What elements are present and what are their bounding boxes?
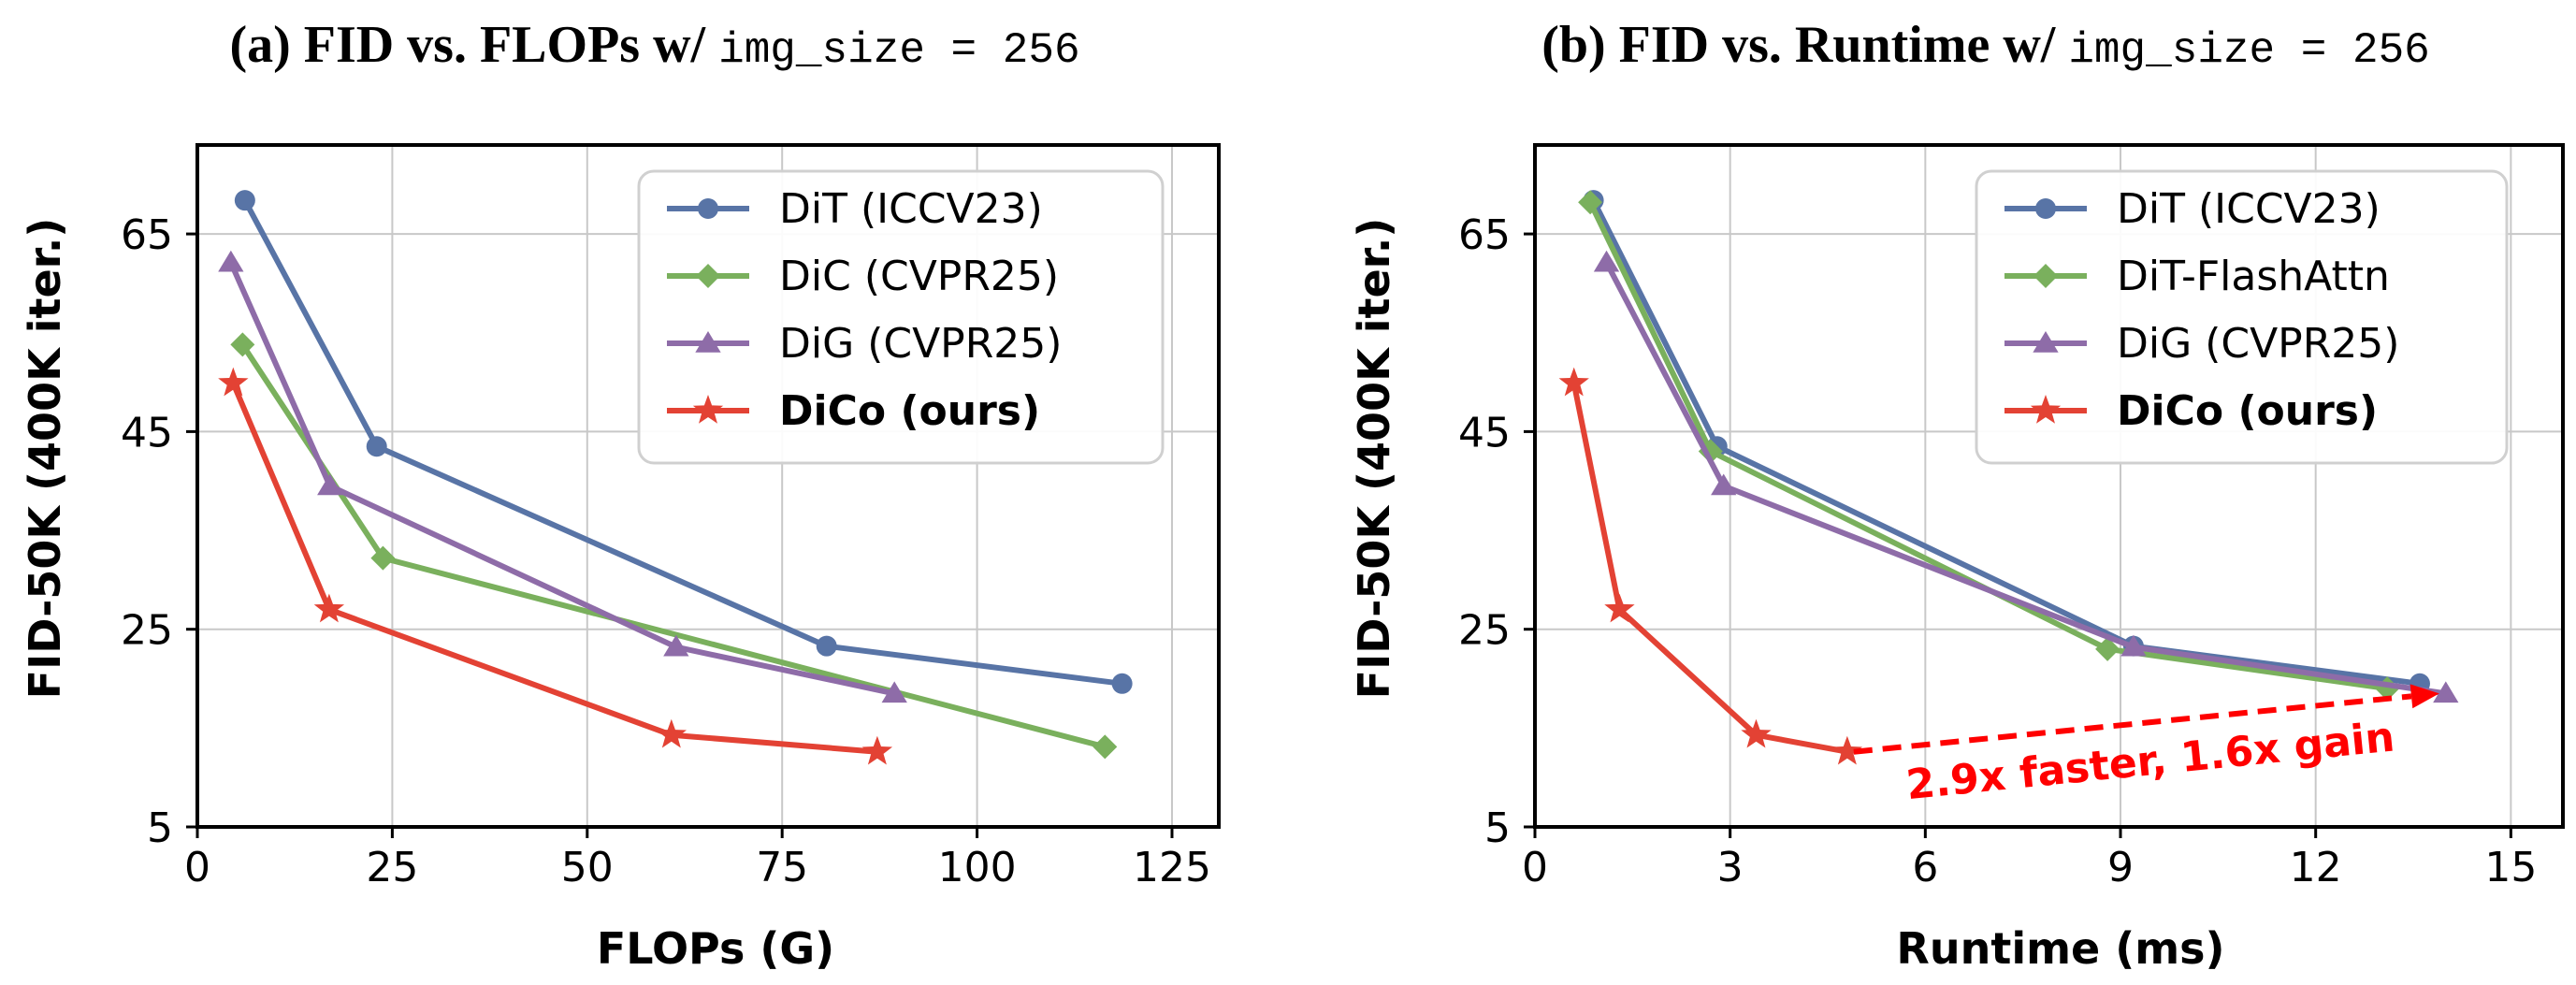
panel-a-ylabel: FID-50K (400K iter.) xyxy=(20,218,70,700)
panel-a-xtick-label-2: 50 xyxy=(561,844,614,891)
panel-b-xtick-label-2: 6 xyxy=(1912,844,1938,891)
panel-a-legend-label-0: DiT (ICCV23) xyxy=(779,185,1043,233)
panel-a-frame xyxy=(195,143,1221,829)
panel-b-series-3-point-3 xyxy=(1831,735,1863,765)
panel-a-title: (a) FID vs. FLOPs w/ img_size = 256 xyxy=(229,16,1079,75)
panel-a-legend-marker-0 xyxy=(698,198,718,219)
panel-a-legend-marker-2 xyxy=(695,331,721,353)
panel-b-xlabel: Runtime (ms) xyxy=(1896,923,2224,974)
panel-b-series-2-point-3 xyxy=(2433,681,2459,703)
panel-b-series-3-point-0 xyxy=(1558,367,1589,397)
panel-a-series-1-point-2 xyxy=(1093,734,1118,760)
panel-a-series-0-line xyxy=(241,197,1125,687)
panel-b-series-1-point-2 xyxy=(2095,636,2120,661)
panel-b-series-0-line xyxy=(1590,197,2423,687)
panel-a-series-3-point-1 xyxy=(313,593,345,623)
panel-a-series-1-point-1 xyxy=(370,545,396,571)
panel-b-series-2-point-0 xyxy=(1593,250,1620,272)
panel-a-legend-label-1: DiC (CVPR25) xyxy=(779,253,1059,300)
panel-a-legend-label-2: DiG (CVPR25) xyxy=(779,320,1062,368)
panel-b-legend-marker-1 xyxy=(2033,264,2058,288)
panel-a-series-3-point-3 xyxy=(861,735,893,765)
panel-a-series-2-point-0 xyxy=(218,250,244,272)
panel-b-chart: 0 3 6 9 12 15 5 25 45 65 2.9x faster, 1.6x gain DiT… xyxy=(1458,143,2565,891)
panel-a-xlabel: FLOPs (G) xyxy=(597,923,834,974)
panel-a-series-2-point-3 xyxy=(881,681,907,703)
panel-a-series-3-line xyxy=(230,380,880,755)
panel-a-series-2-point-2 xyxy=(663,634,689,657)
panel-b-series-2-line xyxy=(1603,259,2449,697)
panel-a-series-0-point-0 xyxy=(234,190,255,211)
panel-b-ytick-label-1: 25 xyxy=(1458,607,1511,655)
panel-a-ytick-label-0: 5 xyxy=(147,804,173,852)
panel-a-series-2-line xyxy=(227,259,898,697)
panel-b-legend-label-3: DiCo (ours) xyxy=(2117,387,2378,435)
panel-b-xtick-label-4: 12 xyxy=(2290,844,2342,891)
panel-b-frame xyxy=(1533,143,2565,829)
panel-a-ytick-label-1: 25 xyxy=(121,607,173,655)
panel-a-xtick-label-0: 0 xyxy=(184,844,210,891)
panel-a-series-0-point-1 xyxy=(366,436,387,457)
panel-b-xtick-label-0: 0 xyxy=(1522,844,1548,891)
panel-a-series-3-point-0 xyxy=(218,367,249,397)
panel-b-series-2-point-1 xyxy=(1711,473,1737,496)
panel-b-legend-box xyxy=(1975,169,2509,465)
panel-a-ytick-label-3: 65 xyxy=(121,211,173,259)
panel-a-series-0-point-2 xyxy=(816,635,837,657)
panel-b-title-main: (b) FID vs. Runtime w/ xyxy=(1541,16,2057,74)
panel-b-series-1-point-0 xyxy=(1578,190,1603,215)
panel-b-legend-label-1: DiT-FlashAttn xyxy=(2117,253,2390,300)
panel-a-xtick-label-4: 100 xyxy=(938,844,1017,891)
panel-a-legend-label-3: DiCo (ours) xyxy=(779,387,1040,435)
panel-a-xtick-label-3: 75 xyxy=(756,844,808,891)
panel-a-legend: DiT (ICCV23) DiC (CVPR25) DiG (CVPR25) DiCo… xyxy=(637,169,1165,465)
panel-a-title-main: (a) FID vs. FLOPs w/ xyxy=(229,16,706,74)
panel-b-ylabel: FID-50K (400K iter.) xyxy=(1349,218,1399,700)
panel-b-legend-label-2: DiG (CVPR25) xyxy=(2117,320,2399,368)
panel-a-legend-box xyxy=(637,169,1165,465)
panel-a-xtick-label-5: 125 xyxy=(1133,844,1211,891)
panel-b-series-1-line xyxy=(1587,199,2391,692)
panel-b-legend: DiT (ICCV23) DiT-FlashAttn DiG (CVPR25) DiC… xyxy=(1975,169,2509,465)
panel-b-series-3-point-2 xyxy=(1741,718,1772,748)
panel-a-ytick-label-2: 45 xyxy=(121,409,173,456)
panel-b-series-3-line xyxy=(1570,380,1850,755)
panel-b-annotation-text: 2.9x faster, 1.6x gain xyxy=(1904,713,2397,809)
panel-b-series-2-point-2 xyxy=(2120,634,2147,657)
panel-b-title: (b) FID vs. Runtime w/ img_size = 256 xyxy=(1541,16,2430,75)
panel-b-xtick-label-3: 9 xyxy=(2107,844,2134,891)
panel-b-ytick-label-0: 5 xyxy=(1484,804,1511,852)
panel-a-series-1-point-0 xyxy=(230,332,255,357)
panel-a-series-2-point-1 xyxy=(317,473,343,496)
panel-b-ytick-label-2: 45 xyxy=(1458,409,1511,456)
panel-b-xtick-label-1: 3 xyxy=(1717,844,1744,891)
panel-a-legend-marker-3 xyxy=(692,395,724,424)
panel-a-series-0-point-3 xyxy=(1111,673,1133,694)
panel-a-title-code: img_size = 256 xyxy=(718,26,1079,75)
panel-b-ytick-label-3: 65 xyxy=(1458,211,1511,259)
panel-b-annotation-arrow xyxy=(1853,693,2412,755)
panel-b-series-3-point-1 xyxy=(1604,593,1635,623)
panel-b-xtick-label-5: 15 xyxy=(2484,844,2537,891)
panel-a-legend-marker-1 xyxy=(696,264,720,288)
panel-b-legend-marker-0 xyxy=(2035,198,2056,219)
panel-a-chart: 0 25 50 75 100 125 5 25 45 65 DiT (ICCV23) DiC (CVP… xyxy=(121,143,1221,891)
panel-a-series-3-point-2 xyxy=(656,718,687,748)
panel-b-title-code: img_size = 256 xyxy=(2068,26,2429,75)
panel-a-xtick-label-1: 25 xyxy=(366,844,418,891)
panel-b-legend-marker-3 xyxy=(2030,395,2062,424)
panel-b-legend-label-0: DiT (ICCV23) xyxy=(2117,185,2381,233)
panel-b-annotation-arrowhead xyxy=(2410,684,2439,709)
panel-b-legend-marker-2 xyxy=(2033,331,2059,353)
